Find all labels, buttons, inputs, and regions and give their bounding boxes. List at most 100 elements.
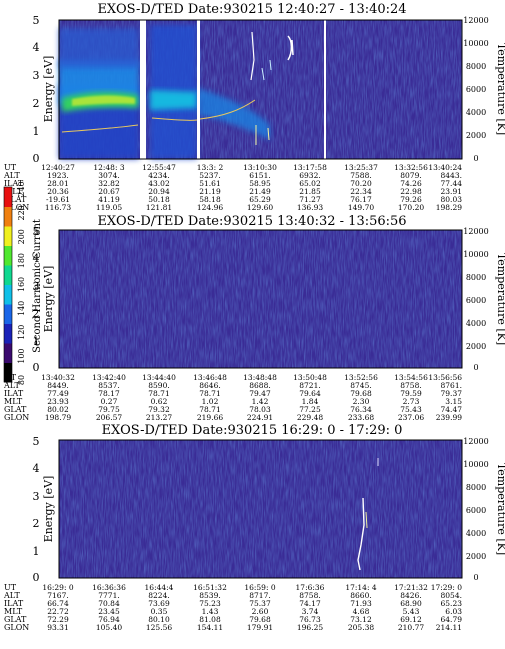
ephemeris-cell: 1.84 (302, 397, 319, 406)
ephemeris-cell: 0.27 (101, 397, 118, 406)
ephemeris-cell: 213.27 (146, 413, 172, 422)
ephemeris-cell: 214.11 (436, 623, 462, 632)
ephemeris-cell: 119.05 (96, 203, 122, 212)
ephemeris-cell: 51.61 (199, 179, 220, 188)
panel-1-data-gap-3 (324, 20, 326, 159)
ephemeris-cell: 21.49 (249, 187, 271, 196)
ephemeris-row-label: MLT (4, 607, 23, 616)
ephemeris-cell: 13:40:32 (41, 373, 75, 382)
ephemeris-row-label: ALT (3, 381, 20, 390)
ephemeris-cell: 8449. (47, 381, 68, 390)
colorbar-swatch (4, 343, 12, 363)
ephemeris-cell: 224.91 (247, 413, 273, 422)
ephemeris-cell: 72.29 (47, 615, 69, 624)
ephemeris-cell: 237.06 (398, 413, 424, 422)
ephemeris-cell: 8054. (441, 591, 462, 600)
ephemeris-cell: 22.34 (350, 187, 372, 196)
ephemeris-cell: 13:25:37 (344, 163, 378, 172)
ephemeris-cell: 71.27 (299, 195, 321, 204)
ephemeris-cell: 78.71 (199, 405, 220, 414)
ephemeris-cell: 66.74 (47, 599, 69, 608)
colorbar-swatch (4, 206, 12, 227)
ephemeris-cell: 78.71 (199, 389, 220, 398)
ephemeris-cell: 16:36:36 (92, 583, 126, 592)
ephemeris-cell: 154.11 (197, 623, 223, 632)
ephemeris-cell: 179.91 (247, 623, 273, 632)
temperature-tick-label: 10000 (463, 460, 488, 469)
ephemeris-cell: 6.03 (445, 607, 462, 616)
energy-tick-label: 4 (33, 41, 40, 54)
ephemeris-cell: 198.29 (436, 203, 462, 212)
panel-2-temperature-axis: Temperature [K] 12000 10000 8000 6000 40… (463, 227, 505, 372)
panel-2-energy-axis: Energy [eV] 5 4 3 2 1 0 (33, 225, 56, 374)
ephemeris-cell: 17:29: 0 (431, 583, 463, 592)
colorbar-swatch (4, 304, 12, 324)
ephemeris-cell: 79.75 (98, 405, 120, 414)
ephemeris-cell: -19.61 (46, 195, 70, 204)
temperature-tick-label: 6000 (466, 85, 486, 94)
ephemeris-cell: 20.36 (47, 187, 69, 196)
ephemeris-cell: 1923. (47, 171, 68, 180)
energy-tick-label: 0 (33, 152, 40, 165)
ephemeris-cell: 2.60 (252, 607, 269, 616)
ephemeris-cell: 81.08 (199, 615, 221, 624)
ephemeris-cell: 16:51:32 (193, 583, 227, 592)
energy-tick-label: 5 (33, 225, 40, 238)
energy-tick-label: 2 (33, 97, 40, 110)
energy-tick-label: 5 (33, 14, 40, 27)
ephemeris-cell: 3.74 (302, 607, 319, 616)
panel-1-green-band-core (72, 95, 135, 106)
ephemeris-cell: 74.17 (299, 599, 321, 608)
panel-3-ephemeris-table: UT ALT ILAT MLT GLAT GLON 16:29: 0 16:36:… (3, 583, 462, 632)
energy-tick-label: 3 (33, 69, 40, 82)
panel-1-ephemeris-cells: 12:40:27 12:48: 3 12:55:47 13:3: 2 13:10:30 1… (41, 163, 462, 212)
temperature-tick-label: 8000 (466, 483, 486, 492)
ephemeris-cell: 8537. (98, 381, 119, 390)
ephemeris-cell: 2.73 (403, 397, 420, 406)
ephemeris-cell: 8539. (199, 591, 220, 600)
temperature-tick-label: 8000 (466, 273, 486, 282)
ephemeris-cell: 116.73 (45, 203, 71, 212)
colorbar-swatch (4, 362, 12, 383)
ephemeris-cell: 17:14: 4 (345, 583, 377, 592)
ephemeris-cell: 79.59 (400, 389, 422, 398)
panel-3-plot-texture (59, 440, 462, 578)
ephemeris-cell: 93.31 (47, 623, 68, 632)
ephemeris-row-label: GLON (4, 623, 29, 632)
energy-tick-label: 4 (33, 462, 40, 475)
ephemeris-cell: 41.19 (98, 195, 120, 204)
ephemeris-cell: 70.84 (98, 599, 120, 608)
ephemeris-row-label: GLAT (4, 195, 27, 204)
panel-1-energy-axis: Energy [eV] 5 4 3 2 1 0 (33, 14, 56, 165)
panel-1-data-gap-2 (197, 20, 200, 159)
ephemeris-cell: 8761. (441, 381, 462, 390)
ephemeris-cell: 13:17:58 (293, 163, 327, 172)
panel-3-energy-axis: Energy [eV] 5 4 3 2 1 0 (33, 435, 56, 584)
ephemeris-cell: 8079. (400, 171, 421, 180)
temperature-tick-label: 2000 (466, 552, 486, 561)
ephemeris-cell: 5.43 (403, 607, 420, 616)
ephemeris-cell: 21.85 (299, 187, 321, 196)
ephemeris-cell: 8224. (148, 591, 169, 600)
ephemeris-cell: 8660. (350, 591, 371, 600)
ephemeris-cell: 77.44 (441, 179, 463, 188)
ephemeris-cell: 8758. (400, 381, 421, 390)
ephemeris-cell: 76.73 (299, 615, 321, 624)
ephemeris-cell: 13:42:40 (92, 373, 126, 382)
ephemeris-cell: 22.72 (47, 607, 69, 616)
ephemeris-cell: 13:32:56 (394, 163, 428, 172)
ephemeris-cell: 1.02 (202, 397, 219, 406)
ephemeris-cell: 206.57 (96, 413, 122, 422)
colorbar-frame (3, 186, 13, 383)
ephemeris-cell: 76.17 (350, 195, 372, 204)
ephemeris-cell: 23.45 (98, 607, 120, 616)
panel-2-plot-texture (59, 230, 462, 368)
ephemeris-cell: 13:46:48 (193, 373, 227, 382)
ephemeris-cell: 125.56 (146, 623, 172, 632)
ephemeris-cell: 8646. (199, 381, 220, 390)
panel-1-section-2-band (150, 90, 197, 110)
ephemeris-row-label: GLAT (4, 405, 27, 414)
ephemeris-cell: 80.10 (148, 615, 170, 624)
ephemeris-row-label: GLAT (4, 615, 27, 624)
